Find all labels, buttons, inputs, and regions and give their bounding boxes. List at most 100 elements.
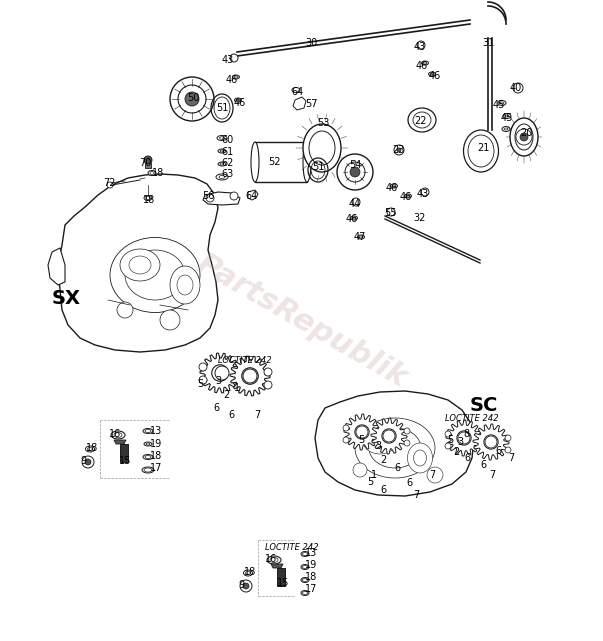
Text: 18: 18 [244, 567, 256, 577]
Ellipse shape [303, 553, 308, 556]
Text: 46: 46 [346, 214, 358, 224]
Circle shape [337, 154, 373, 190]
Ellipse shape [301, 590, 309, 595]
Text: 6: 6 [464, 453, 470, 463]
Text: 3: 3 [457, 437, 463, 447]
Text: 5: 5 [367, 477, 373, 487]
Text: 72: 72 [103, 178, 115, 188]
Circle shape [345, 162, 365, 182]
Circle shape [199, 376, 207, 384]
Text: 43: 43 [417, 189, 429, 199]
Text: 1: 1 [234, 383, 240, 393]
Ellipse shape [371, 433, 389, 447]
Ellipse shape [292, 88, 300, 92]
Ellipse shape [236, 99, 240, 101]
Text: 40: 40 [510, 83, 522, 93]
Ellipse shape [218, 149, 226, 153]
Ellipse shape [216, 174, 228, 180]
Text: 23: 23 [392, 145, 404, 155]
Circle shape [82, 456, 94, 468]
Ellipse shape [234, 76, 238, 78]
Text: 64: 64 [246, 191, 258, 201]
Circle shape [513, 83, 523, 93]
Text: 9: 9 [80, 456, 86, 466]
Circle shape [85, 459, 91, 465]
Circle shape [356, 426, 368, 438]
Ellipse shape [144, 442, 152, 446]
Text: 15: 15 [119, 456, 131, 466]
Circle shape [215, 366, 229, 380]
Ellipse shape [217, 135, 227, 140]
Text: 50: 50 [187, 93, 199, 103]
Text: 47: 47 [354, 232, 366, 242]
Ellipse shape [219, 176, 225, 178]
Ellipse shape [515, 124, 533, 150]
Ellipse shape [502, 126, 510, 131]
Bar [255, 142, 307, 182]
Text: 6: 6 [394, 463, 400, 473]
Polygon shape [114, 440, 126, 444]
Ellipse shape [114, 433, 122, 438]
Circle shape [178, 85, 206, 113]
Ellipse shape [355, 418, 435, 478]
Ellipse shape [303, 565, 308, 569]
Text: 17: 17 [150, 463, 162, 473]
Circle shape [343, 425, 349, 431]
Text: 16: 16 [109, 429, 121, 439]
Text: 46: 46 [234, 98, 246, 108]
Text: 1: 1 [371, 470, 377, 480]
Text: 7: 7 [489, 470, 495, 480]
Text: 46: 46 [226, 75, 238, 85]
Polygon shape [248, 190, 258, 200]
Text: 17: 17 [305, 584, 317, 594]
Text: 46: 46 [400, 192, 412, 202]
Ellipse shape [150, 172, 154, 174]
Text: 7: 7 [429, 470, 435, 480]
Ellipse shape [405, 194, 411, 198]
Text: 53: 53 [317, 118, 329, 128]
Ellipse shape [218, 162, 226, 166]
Ellipse shape [350, 216, 358, 220]
Text: 46: 46 [416, 61, 428, 71]
Text: 60: 60 [222, 135, 234, 145]
Text: 13: 13 [305, 548, 317, 558]
Circle shape [212, 365, 229, 381]
Circle shape [397, 148, 401, 152]
Ellipse shape [235, 98, 241, 102]
Text: 6: 6 [380, 485, 386, 495]
Polygon shape [371, 418, 407, 454]
Circle shape [383, 430, 395, 442]
Text: 16: 16 [265, 554, 277, 564]
Ellipse shape [145, 456, 151, 458]
Circle shape [243, 369, 257, 383]
Ellipse shape [145, 429, 151, 433]
Ellipse shape [408, 108, 436, 132]
Ellipse shape [408, 443, 432, 473]
Ellipse shape [359, 236, 363, 238]
Text: 55: 55 [384, 208, 396, 218]
Circle shape [505, 435, 511, 441]
Text: 46: 46 [429, 71, 441, 81]
Circle shape [485, 436, 497, 448]
Text: 46: 46 [386, 183, 398, 193]
Text: 6: 6 [228, 410, 234, 420]
Ellipse shape [413, 112, 431, 128]
Polygon shape [58, 174, 218, 352]
Circle shape [445, 443, 451, 449]
Text: 30: 30 [305, 38, 317, 48]
Ellipse shape [146, 443, 150, 445]
Ellipse shape [362, 426, 397, 454]
Text: 21: 21 [477, 143, 489, 153]
Text: 5: 5 [358, 435, 364, 445]
Ellipse shape [267, 556, 281, 564]
Ellipse shape [87, 447, 92, 451]
Ellipse shape [270, 558, 278, 563]
Circle shape [445, 431, 451, 437]
Text: 56: 56 [202, 191, 214, 201]
Ellipse shape [220, 150, 224, 152]
Ellipse shape [219, 137, 224, 139]
Ellipse shape [498, 101, 506, 106]
Ellipse shape [301, 551, 309, 556]
Text: LOCTITE 242: LOCTITE 242 [218, 356, 271, 365]
Text: 3: 3 [215, 376, 221, 386]
